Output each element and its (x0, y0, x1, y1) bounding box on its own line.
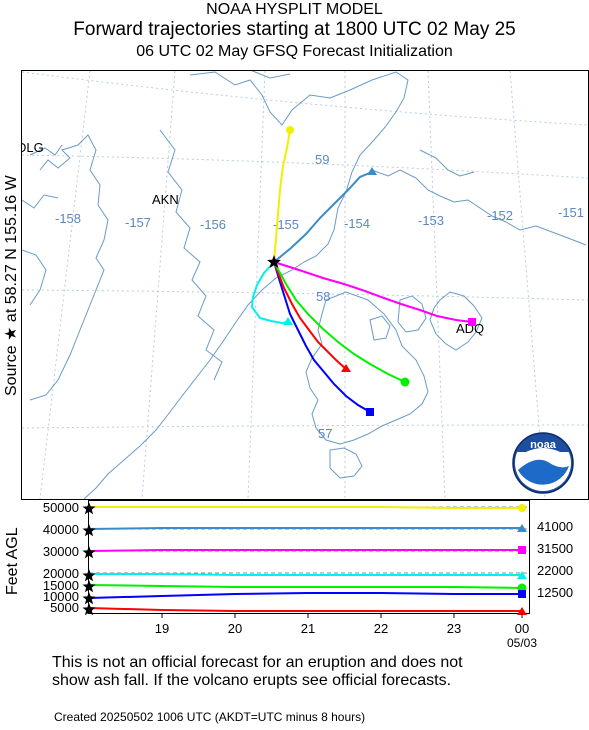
disclaimer-line-2: show ash fall. If the volcano erupts see… (52, 672, 452, 689)
title: NOAA HYSPLIT MODEL (206, 1, 383, 18)
altitude-tick: 15000 (43, 578, 79, 593)
hour-tick: 21 (301, 621, 315, 636)
subtitle: Forward trajectories starting at 1800 UT… (73, 19, 516, 40)
profile-blue (88, 592, 522, 599)
altitude-tick: 10000 (43, 589, 79, 604)
profile-cyan (89, 573, 522, 576)
altitude-tick: 20000 (43, 566, 79, 581)
lon-label: -157 (125, 215, 151, 230)
lon-label: -152 (487, 208, 513, 223)
hour-tick: 22 (374, 621, 388, 636)
trajectories (250, 129, 473, 413)
disclaimer-line-1: This is not an official forecast for an … (52, 654, 463, 671)
altitude-label: 22000 (537, 563, 573, 578)
trajectory-red (273, 261, 347, 370)
hour-tick: 23 (447, 621, 461, 636)
lat-label: 59 (315, 152, 329, 167)
trajectory-cyan (250, 261, 289, 325)
profile-markers (517, 504, 527, 615)
lon-label: -155 (273, 217, 299, 232)
trajectory-end-magenta (468, 318, 476, 326)
trajectory-magenta (273, 261, 473, 323)
hour-tick: 19 (155, 621, 169, 636)
profile-y-title: Feet AGL (0, 500, 22, 620)
profile-green (88, 584, 523, 589)
profile-magenta (88, 549, 522, 552)
trajectory-end-blue (366, 408, 374, 416)
profile-x-axis: 19 20 21 22 23 00 05/03 (155, 621, 538, 650)
altitude-tick: 50000 (43, 500, 79, 515)
trajectory-blue (273, 261, 371, 413)
altitude-profile: 50000 40000 30000 20000 15000 10000 5000… (0, 496, 589, 671)
lat-label: 57 (318, 426, 332, 441)
altitude-tick: 40000 (43, 522, 79, 537)
altitude-tick: 5000 (50, 600, 79, 615)
map-panel: DLG AKN ADQ -158 -157 -156 -155 -154 -15… (21, 70, 589, 500)
lat-label: 58 (316, 289, 330, 304)
trajectory-end-cyan (283, 317, 293, 325)
noaa-logo-icon: noaa (512, 432, 574, 494)
trajectory-end-green (400, 377, 410, 387)
profile-lines (88, 506, 523, 612)
run-info: 06 UTC 02 May GFSQ Forecast Initializati… (136, 43, 453, 60)
coastline (22, 71, 587, 499)
place-adq: ADQ (456, 321, 484, 336)
date-tick: 05/03 (507, 636, 537, 650)
noaa-logo-text: noaa (530, 439, 557, 451)
source-label-text: Source ★ at 58.27 N 155.16 W (3, 174, 20, 396)
lon-label: -156 (200, 217, 226, 232)
lon-label: -153 (418, 213, 444, 228)
graticule-labels: -158 -157 -156 -155 -154 -153 -152 -151 … (55, 152, 584, 441)
place-dlg: DLG (21, 140, 44, 155)
trajectory-green (273, 261, 406, 383)
profile-right-axis: 41000 31500 22000 12500 (537, 519, 573, 600)
trajectory-end-yellow (286, 126, 294, 134)
trajectory-markers (283, 126, 476, 416)
profile-yellow (89, 506, 522, 509)
altitude-tick: 30000 (43, 544, 79, 559)
lon-label: -154 (344, 216, 370, 231)
trajectory-end-red (341, 364, 351, 372)
altitude-label: 12500 (537, 585, 573, 600)
lon-label: -158 (55, 211, 81, 226)
profile-red (88, 607, 522, 612)
lon-label: -151 (558, 205, 584, 220)
created-stamp: Created 20250502 1006 UTC (AKDT=UTC minu… (54, 710, 366, 724)
hour-tick: 20 (228, 621, 242, 636)
altitude-label: 41000 (537, 519, 573, 534)
source-star-icon (267, 255, 281, 268)
graticule (22, 71, 588, 499)
profile-left-axis: 50000 40000 30000 20000 15000 10000 5000 (43, 500, 79, 615)
profile-source-stars (82, 502, 96, 616)
profile-y-title-text: Feet AGL (4, 527, 21, 595)
altitude-label: 31500 (537, 541, 573, 556)
source-label: Source ★ at 58.27 N 155.16 W (0, 70, 22, 500)
profile-steelblue (88, 527, 522, 530)
place-akn: AKN (152, 192, 179, 207)
hour-tick: 00 (515, 621, 529, 636)
map-frame (21, 70, 589, 500)
trajectory-end-steelblue (367, 167, 377, 175)
trajectory-steelblue (273, 171, 373, 263)
profile-x-ticks (161, 613, 523, 618)
trajectory-yellow (273, 129, 291, 263)
